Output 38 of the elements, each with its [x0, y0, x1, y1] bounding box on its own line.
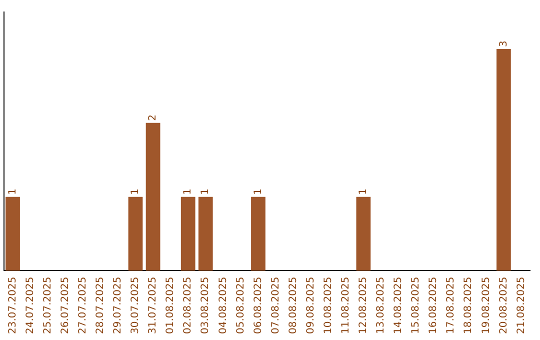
- x-tick-label: 09.08.2025: [305, 276, 316, 334]
- x-tick-label: 04.08.2025: [218, 276, 229, 334]
- x-tick-label: 27.07.2025: [77, 276, 88, 334]
- x-tick-label: 23.07.2025: [7, 276, 18, 334]
- x-tick-label: 19.08.2025: [480, 276, 492, 334]
- x-tick-label: 25.07.2025: [42, 276, 54, 334]
- x-tick-label: 24.07.2025: [24, 276, 36, 334]
- x-tick-label: 17.08.2025: [446, 276, 457, 334]
- data-label: 3: [498, 40, 510, 47]
- x-tick-label: 29.07.2025: [112, 276, 124, 334]
- x-tick-label: 02.08.2025: [182, 276, 194, 334]
- x-tick-label: 31.07.2025: [148, 276, 159, 334]
- x-tick-label: 26.07.2025: [60, 276, 71, 334]
- data-label: 2: [148, 114, 159, 121]
- data-label: 1: [358, 188, 370, 195]
- data-label: 1: [182, 188, 194, 195]
- x-tick-label: 28.07.2025: [95, 276, 106, 334]
- x-tick-label: 08.08.2025: [288, 276, 299, 334]
- x-tick-label: 21.08.2025: [516, 276, 527, 334]
- x-tick-label: 01.08.2025: [165, 276, 176, 334]
- x-tick-label: 03.08.2025: [200, 276, 212, 334]
- x-tick-label: 30.07.2025: [130, 276, 142, 334]
- x-tick-label: 11.08.2025: [340, 276, 352, 334]
- data-label: 1: [130, 188, 142, 195]
- x-tick-label: 20.08.2025: [498, 276, 510, 334]
- x-tick-label: 16.08.2025: [428, 276, 440, 334]
- x-tick-label: 06.08.2025: [252, 276, 264, 334]
- x-tick-label: 15.08.2025: [410, 276, 422, 334]
- x-tick-label: 10.08.2025: [322, 276, 334, 334]
- x-tick-label: 13.08.2025: [376, 276, 387, 334]
- x-tick-label: 05.08.2025: [235, 276, 246, 334]
- x-tick-label: 14.08.2025: [393, 276, 404, 334]
- x-tick-label: 07.08.2025: [270, 276, 282, 334]
- data-label: 1: [252, 188, 264, 195]
- x-tick-label: 12.08.2025: [358, 276, 370, 334]
- data-label: 1: [7, 188, 18, 195]
- data-label: 1: [200, 188, 212, 195]
- x-tick-label: 18.08.2025: [463, 276, 474, 334]
